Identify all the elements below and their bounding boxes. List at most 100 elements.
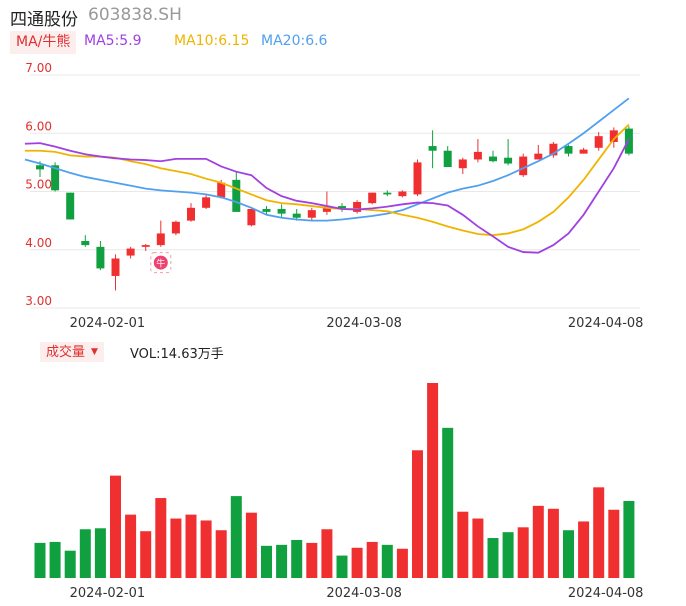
- candle-body: [81, 241, 90, 246]
- bull-badge-frame: [150, 252, 172, 274]
- x-tick-label: 2024-02-01: [70, 316, 146, 331]
- candle-body: [549, 143, 558, 156]
- ma20-line: [24, 97, 630, 222]
- candle-body: [368, 192, 377, 204]
- volume-bar: [94, 528, 106, 578]
- volume-bar: [245, 512, 257, 578]
- candle-body: [187, 207, 195, 221]
- x-tick-label: 2024-03-08: [326, 316, 402, 331]
- candle-body: [519, 156, 528, 176]
- volume-bar: [472, 518, 484, 578]
- volume-bar: [291, 539, 303, 578]
- candle-body: [36, 165, 44, 170]
- candle-body: [428, 146, 437, 151]
- candle-body: [66, 192, 75, 220]
- volume-bar: [170, 518, 182, 578]
- volume-bar: [517, 527, 529, 578]
- candle-body: [51, 165, 60, 191]
- candle-body: [232, 179, 241, 212]
- volume-bar: [200, 520, 212, 578]
- candle-body: [594, 136, 603, 148]
- candle-body: [504, 157, 513, 164]
- x-tick-label: 2024-04-08: [568, 586, 644, 601]
- volume-bar: [442, 427, 454, 578]
- candle-body: [217, 182, 226, 198]
- volume-indicator-selector[interactable]: 成交量 ▼: [40, 342, 104, 362]
- candle-body: [96, 246, 105, 269]
- volume-bar: [155, 498, 167, 578]
- candle-body: [292, 213, 301, 218]
- bull-badge-text: 牛: [156, 258, 165, 270]
- volume-bar: [64, 550, 76, 578]
- volume-bar: [261, 545, 272, 578]
- candle-body: [322, 207, 331, 212]
- volume-bar: [396, 548, 408, 578]
- volume-bar: [593, 487, 605, 578]
- volume-bar: [306, 542, 318, 578]
- ma10-label: MA10:6.15: [174, 33, 250, 49]
- volume-bar: [502, 532, 514, 578]
- candle-body: [443, 150, 452, 168]
- candle-body: [262, 208, 271, 212]
- candle-body: [398, 191, 407, 197]
- candle-body: [564, 146, 573, 154]
- volume-bar: [215, 530, 227, 578]
- candle-body: [353, 201, 362, 212]
- y-tick-label: 3.00: [25, 294, 52, 308]
- candle-body: [307, 210, 316, 218]
- candle-body: [277, 208, 286, 214]
- candle-body: [458, 159, 467, 169]
- y-tick-label: 5.00: [25, 178, 52, 192]
- volume-bar: [532, 505, 544, 578]
- candle-body: [383, 192, 392, 195]
- x-tick-label: 2024-04-08: [568, 316, 644, 331]
- volume-bar: [276, 544, 288, 578]
- volume-bar: [351, 547, 363, 578]
- candle-body: [156, 233, 165, 246]
- ma5-line: [24, 138, 630, 254]
- volume-bar: [547, 508, 559, 578]
- ma10-line: [24, 123, 630, 237]
- volume-bar: [366, 541, 378, 578]
- volume-tag-label: 成交量: [46, 345, 86, 360]
- candle-body: [489, 156, 497, 162]
- volume-bar: [321, 529, 333, 578]
- candle-body: [171, 221, 180, 234]
- candle-body: [609, 130, 618, 142]
- y-tick-label: 6.00: [25, 119, 52, 133]
- x-tick-label: 2024-02-01: [70, 586, 146, 601]
- candle-body: [126, 248, 135, 256]
- candle-body: [624, 128, 633, 154]
- candle-body: [413, 162, 422, 195]
- candle-body: [141, 245, 150, 247]
- ma5-label: MA5:5.9: [84, 33, 142, 49]
- caret-down-icon: ▼: [91, 347, 98, 357]
- volume-bar: [563, 530, 574, 578]
- volume-bar: [185, 514, 197, 578]
- volume-bar: [110, 475, 121, 578]
- candle-body: [534, 153, 543, 160]
- volume-bar: [412, 450, 423, 578]
- x-tick-label: 2024-03-08: [326, 586, 402, 601]
- candle-body: [202, 197, 211, 208]
- volume-bar: [125, 514, 137, 578]
- volume-bar: [578, 521, 590, 578]
- stock-code: 603838.SH: [88, 5, 182, 25]
- candle-body: [579, 149, 588, 154]
- volume-bar: [140, 531, 152, 578]
- volume-bar: [427, 383, 439, 578]
- candle-body: [247, 208, 256, 226]
- stock-name: 四通股份: [10, 10, 78, 30]
- volume-bar: [608, 509, 620, 578]
- volume-bar: [457, 511, 469, 578]
- bull-badge-icon: [153, 255, 168, 270]
- volume-bar: [230, 496, 242, 578]
- volume-bar: [79, 529, 91, 578]
- volume-bar: [34, 542, 46, 578]
- ma-indicator-selector[interactable]: MA/牛熊: [10, 31, 77, 54]
- y-tick-label: 7.00: [25, 61, 52, 75]
- volume-bar: [381, 544, 393, 578]
- volume-bar: [49, 541, 61, 578]
- candle-body: [473, 151, 482, 160]
